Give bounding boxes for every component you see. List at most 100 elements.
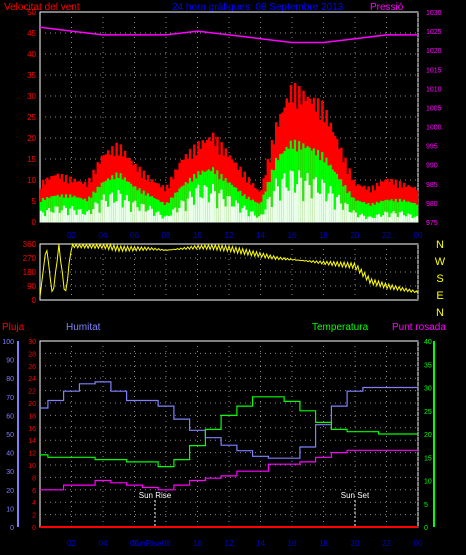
- wind-low-bar: [354, 212, 358, 222]
- wind-average-bar: [92, 191, 95, 222]
- wind-low-bar: [180, 200, 183, 222]
- wind-low-bar: [90, 214, 93, 222]
- wind-low-bar: [411, 218, 414, 222]
- wind-average-bar: [348, 191, 351, 222]
- rain-y-tick-label: 16: [28, 426, 36, 433]
- wind-low-bar: [207, 202, 211, 222]
- wind-low-bar: [83, 214, 87, 222]
- wind-average-bar: [279, 154, 282, 222]
- humidity-label: Humitat: [66, 322, 101, 333]
- wind-average-bar: [293, 139, 297, 222]
- wind-low-bar: [65, 207, 68, 222]
- wind-average-bar: [371, 202, 375, 222]
- wind-average-bar: [262, 194, 265, 222]
- wind-x-tick-label: 02: [67, 231, 76, 240]
- wind-low-bar: [331, 193, 335, 222]
- wind-low-bar: [67, 215, 70, 222]
- wind-low-bar: [264, 209, 267, 222]
- wind-average-bar: [258, 203, 261, 222]
- wind-low-bar: [130, 211, 133, 222]
- wind-low-bar: [403, 215, 406, 222]
- wind-average-bar: [98, 187, 102, 222]
- wind-low-bar: [153, 215, 156, 222]
- wind-average-bar: [216, 170, 219, 222]
- wind-low-bar: [222, 199, 225, 222]
- wind-low-bar: [344, 202, 347, 222]
- humidity-x-tick-label: 06: [130, 539, 139, 548]
- humidity-x-tick-label: 00: [414, 539, 423, 548]
- wind-average-bar: [398, 198, 402, 222]
- wind-low-bar: [79, 209, 83, 222]
- humidity-y-tick-label: 0: [10, 525, 14, 532]
- humidity-y-tick-label: 70: [6, 395, 14, 402]
- wind-low-bar: [367, 216, 370, 222]
- wind-average-bar: [115, 172, 118, 222]
- wind-average-bar: [380, 200, 383, 222]
- wind-low-bar: [163, 216, 167, 222]
- pressure-y-tick-label: 975: [426, 220, 438, 227]
- wind-low-bar: [172, 209, 175, 222]
- wind-low-bar: [107, 206, 110, 222]
- wind-low-bar: [228, 196, 232, 222]
- wind-low-bar: [293, 192, 297, 222]
- wind-low-bar: [275, 178, 278, 222]
- wind-low-bar: [390, 213, 393, 222]
- pressure-series-line: [39, 26, 418, 44]
- wind-low-bar: [281, 179, 284, 222]
- wind-low-bar: [235, 200, 238, 222]
- wind-low-bar: [386, 212, 389, 222]
- wind-average-bar: [193, 173, 196, 222]
- wind-low-bar: [142, 204, 146, 222]
- wind-average-bar: [60, 194, 64, 222]
- wind-y-tick-label: 0: [32, 218, 37, 227]
- pressure-y-tick-label: 995: [426, 144, 438, 151]
- wind-average-bar: [155, 199, 158, 222]
- humidity-x-tick-label: 18: [319, 539, 328, 548]
- wind-low-bar: [44, 216, 47, 222]
- wind-average-bar: [319, 160, 322, 222]
- rain-y-tick-label: 14: [28, 438, 36, 445]
- wind-average-bar: [409, 202, 412, 222]
- temperature-label: Temperatura: [312, 322, 369, 333]
- wind-average-bar: [46, 197, 49, 222]
- wind-low-bar: [115, 201, 118, 222]
- wind-average-bar: [256, 202, 259, 222]
- wind-low-bar: [52, 212, 55, 222]
- wind-low-bar: [350, 212, 354, 222]
- wind-average-bar: [403, 199, 406, 222]
- humidity-y-tick-label: 80: [6, 376, 14, 383]
- wind-low-bar: [409, 214, 412, 222]
- wind-low-bar: [384, 211, 387, 222]
- wind-low-bar: [302, 201, 305, 222]
- wind-low-bar: [214, 191, 217, 222]
- wind-low-bar: [146, 210, 150, 222]
- wind-low-bar: [94, 202, 97, 222]
- wind-low-bar: [77, 209, 81, 222]
- wind-low-bar: [312, 179, 316, 222]
- wind-low-bar: [283, 173, 286, 222]
- wind-average-bar: [174, 192, 177, 222]
- wind-average-bar: [260, 201, 263, 222]
- wind-average-bar: [247, 196, 251, 222]
- wind-average-bar: [264, 191, 267, 222]
- wind-average-bar: [107, 178, 110, 222]
- wind-low-bar: [224, 206, 228, 222]
- wind-low-bar: [373, 218, 377, 222]
- wind-low-bar: [58, 212, 62, 222]
- wind-average-bar: [317, 149, 320, 222]
- temperature-y-tick-label: 35: [424, 362, 432, 369]
- wind-average-bar: [249, 200, 253, 222]
- wind-speed-label: Velocitat del vent: [4, 2, 80, 13]
- wind-low-bar: [296, 184, 299, 222]
- wind-average-bar: [340, 179, 343, 222]
- wind-y-tick-label: 20: [27, 134, 36, 143]
- compass-label: E: [436, 290, 443, 302]
- pressure-y-tick-label: 990: [426, 163, 438, 170]
- wind-low-bar: [176, 212, 179, 222]
- wind-low-bar: [69, 208, 72, 222]
- wind-low-bar: [151, 208, 154, 222]
- wind-average-bar: [207, 169, 211, 222]
- wind-average-bar: [81, 199, 85, 222]
- wind-low-bar: [335, 196, 339, 222]
- wind-low-bar: [199, 197, 202, 222]
